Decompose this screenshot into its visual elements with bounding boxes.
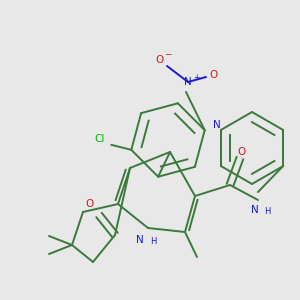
Text: N: N [184, 77, 192, 87]
Text: N: N [136, 235, 144, 245]
Text: O: O [86, 199, 94, 209]
Text: O: O [238, 147, 246, 157]
Text: H: H [264, 208, 270, 217]
Text: H: H [150, 238, 156, 247]
Text: −: − [164, 50, 172, 58]
Text: O: O [156, 55, 164, 65]
Text: O: O [209, 70, 217, 80]
Text: N: N [213, 120, 221, 130]
Text: Cl: Cl [94, 134, 104, 144]
Text: +: + [193, 73, 199, 82]
Text: N: N [251, 205, 259, 215]
